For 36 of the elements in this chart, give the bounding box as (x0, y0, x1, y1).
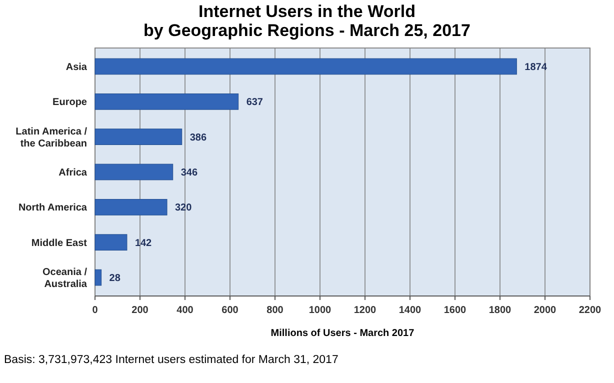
x-tick-label: 2000 (534, 305, 557, 316)
x-tick-label: 400 (176, 305, 194, 316)
data-label: 346 (180, 168, 198, 178)
y-tick-label: Asia (66, 62, 88, 73)
data-label: 28 (109, 273, 121, 284)
x-tick-label: 600 (222, 305, 239, 316)
x-tick-label: 1600 (444, 305, 467, 316)
x-axis-title: Millions of Users - March 2017 (270, 328, 415, 339)
data-label: 637 (246, 97, 264, 108)
bar (94, 128, 182, 145)
x-tick-label: 0 (92, 305, 98, 316)
x-tick-label: 200 (132, 305, 149, 316)
data-label: 142 (134, 238, 152, 249)
bar (94, 199, 168, 216)
y-tick-label: Africa (58, 168, 88, 178)
x-tick-label: 800 (266, 305, 284, 316)
x-tick-label: 1000 (308, 305, 332, 316)
y-tick-label: Oceania / Australia (42, 267, 88, 290)
x-tick-label: 1200 (354, 305, 377, 316)
bar (94, 164, 174, 180)
y-tick-label: Europe (52, 97, 88, 108)
x-tick-label: 1800 (488, 305, 512, 316)
bar (94, 58, 517, 75)
data-label: 1874 (524, 62, 548, 73)
bar (94, 93, 239, 110)
y-tick-label: North America (18, 202, 88, 214)
data-label: 320 (175, 202, 192, 214)
x-tick-label: 1400 (398, 305, 422, 316)
chart-title: Internet Users in the World by Geographic Regions - March 25, 2017 (144, 2, 470, 40)
data-label: 386 (190, 132, 207, 144)
bar (94, 269, 102, 286)
y-tick-label: Latin America / the Caribbean (16, 126, 88, 150)
x-tick-label: 2200 (578, 305, 602, 316)
bar (94, 234, 128, 251)
text: Basis: 3,731,973,423 Internet users estimated for March 31, 2017 (4, 354, 338, 366)
y-tick-label: Middle East (31, 238, 88, 249)
